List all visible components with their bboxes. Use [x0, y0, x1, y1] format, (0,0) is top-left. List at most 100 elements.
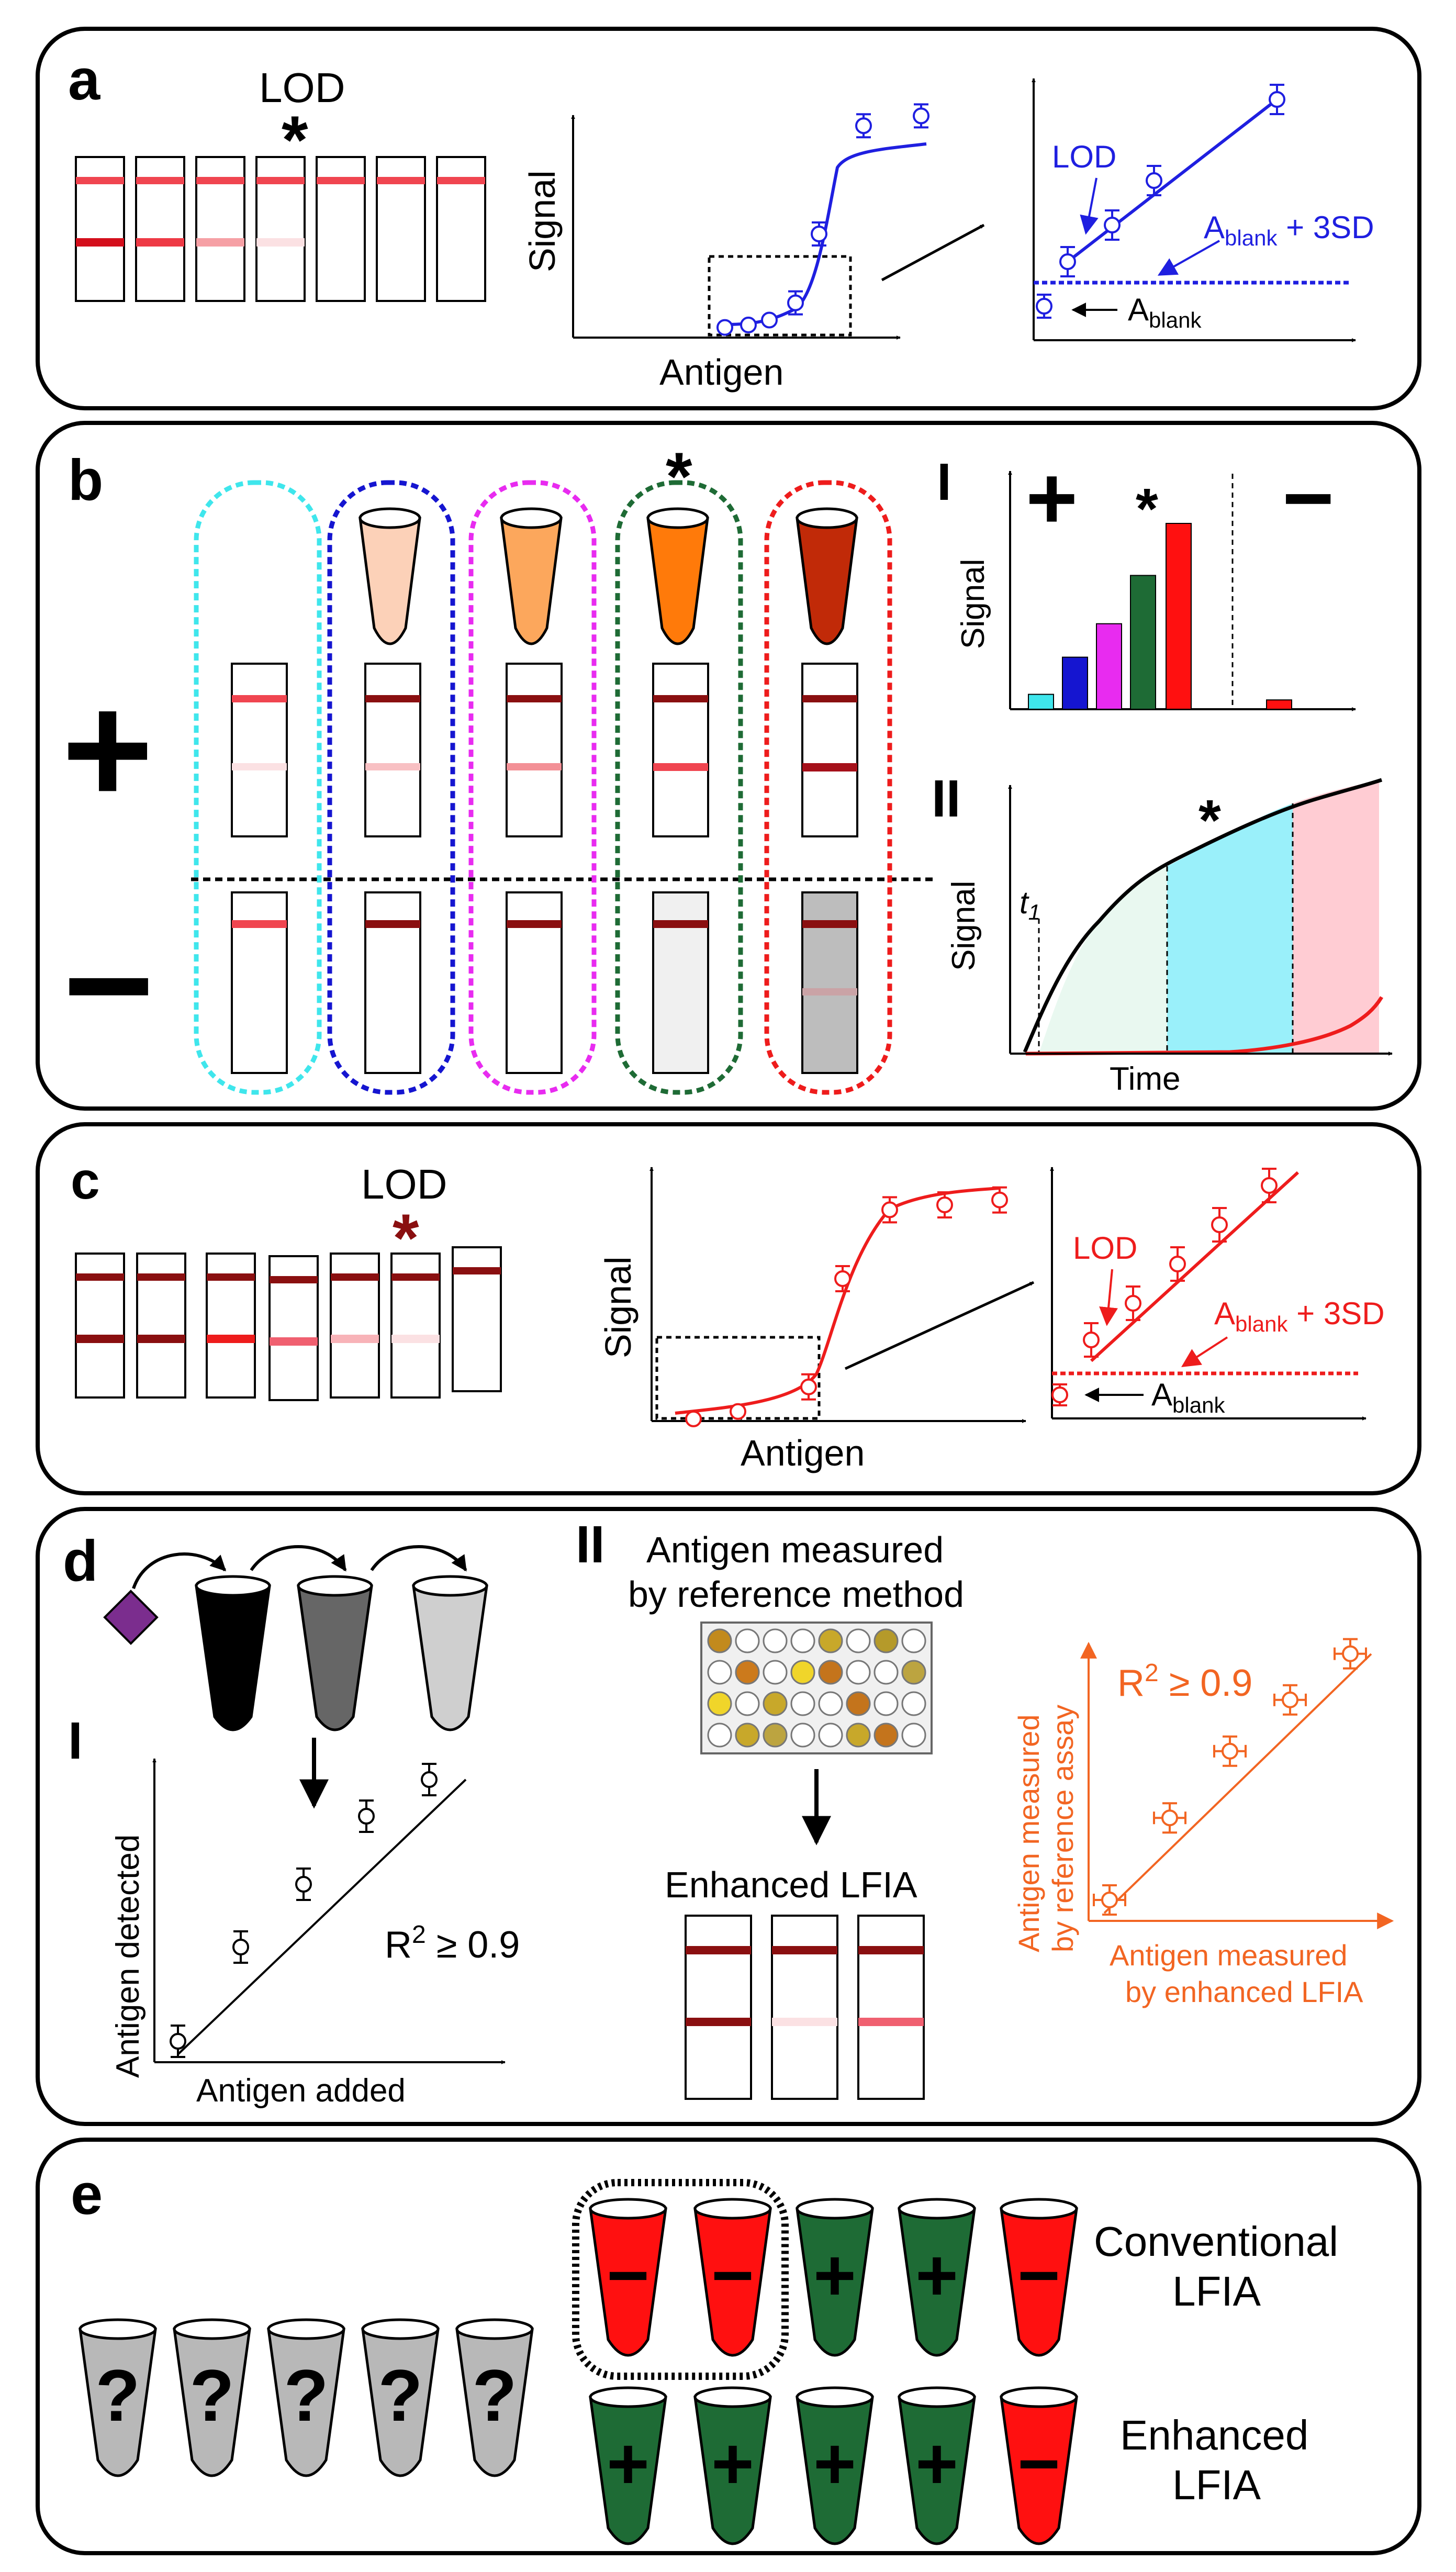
well — [873, 1660, 899, 1685]
sample-tube: ? — [361, 2318, 440, 2477]
sample-tube: + — [796, 2386, 874, 2545]
panel-d-sub-I: I — [68, 1712, 83, 1770]
curve-a-point — [913, 103, 929, 129]
well — [846, 1628, 871, 1653]
panel-b-label: b — [68, 448, 103, 512]
bar-magenta — [1096, 623, 1122, 710]
d-ref-title-2: by reference method — [628, 1574, 964, 1615]
curve-a: Signal Antigen — [522, 103, 985, 393]
strip-c-4 — [268, 1255, 319, 1401]
e-enhanced-2: LFIA — [1172, 2462, 1261, 2508]
tube-symbol: + — [607, 2422, 649, 2504]
curve-a-point — [716, 319, 733, 336]
e-conventional-2: LFIA — [1172, 2268, 1261, 2314]
sample-tube: ? — [79, 2318, 157, 2477]
zoom-a-blank: Ablank — [1128, 292, 1202, 332]
b-subpanel-II: II * Signal Time t1 — [932, 769, 1393, 1097]
sample-tube: + — [693, 2386, 772, 2545]
well — [735, 1660, 760, 1685]
d-II-point — [1273, 1684, 1307, 1716]
well-plate-wells — [707, 1628, 926, 1748]
tube-symbol: + — [915, 2234, 958, 2316]
sample-tube: + — [898, 2198, 976, 2357]
curve-c: Signal Antigen — [598, 1167, 1035, 1473]
sample-tube: + — [589, 2386, 667, 2545]
zoom-c-threshold: Ablank + 3SD — [1214, 1296, 1385, 1336]
panel-e-frame — [36, 2138, 1421, 2555]
curve-c-y-label: Signal — [598, 1256, 639, 1358]
d-reference: Antigen measured by reference method Enh… — [628, 1529, 964, 2100]
well — [846, 1691, 871, 1716]
tube-symbol: + — [915, 2422, 958, 2504]
strip-a-1 — [75, 156, 125, 302]
strip-c-3 — [206, 1253, 256, 1399]
b-column-cyan — [194, 480, 322, 1095]
b-I-asterisk: * — [1136, 477, 1158, 541]
zoom-c-point — [1051, 1383, 1068, 1406]
panel-c-label: c — [71, 1151, 100, 1210]
sample-tube: ? — [267, 2318, 345, 2477]
panel-e: e ???? ?− − + + −+ + + + − Conventional LFIA Enha… — [36, 2138, 1421, 2555]
zoom-a-point — [1269, 84, 1285, 115]
curve-a-points — [716, 103, 929, 336]
curve-c-point — [800, 1373, 817, 1401]
c-lod-label: LOD — [361, 1161, 447, 1207]
strip-a-7 — [436, 156, 486, 302]
well — [873, 1691, 899, 1716]
well — [901, 1723, 926, 1748]
d-II-point — [1334, 1638, 1367, 1670]
antigen-diamond-icon — [103, 1590, 159, 1645]
tube-symbol: − — [607, 2234, 649, 2316]
d-II-x-label-1: Antigen measured — [1110, 1939, 1348, 1972]
well — [707, 1628, 732, 1653]
false-negative-highlight — [572, 2179, 789, 2380]
b-column-red — [764, 480, 892, 1095]
panel-d: d I II Antigen detected Antigen added R2… — [36, 1507, 1421, 2126]
sample-tube: + — [898, 2386, 976, 2545]
curve-a-point — [761, 311, 778, 329]
zoom-c: LOD Ablank + 3SD Ablank — [1050, 1167, 1385, 1421]
d-II-points — [1093, 1638, 1367, 1916]
b-II-t1: t1 — [1020, 885, 1040, 924]
bar-negative-red — [1266, 699, 1292, 710]
strip-c-2 — [136, 1253, 186, 1399]
zoom-a-points — [1036, 84, 1285, 319]
sample-tube: − — [1000, 2386, 1078, 2545]
strip-c-7 — [452, 1246, 502, 1392]
tube-black — [195, 1575, 271, 1731]
zoom-c-point — [1125, 1285, 1141, 1321]
b-I-y-label: Signal — [955, 559, 991, 649]
b-II-x-label: Time — [1110, 1061, 1180, 1097]
panel-a: a LOD * Signal Antigen — [36, 27, 1421, 410]
b-subpanel-I: I + − * Signal — [937, 449, 1356, 711]
tube-symbol: ? — [472, 2354, 517, 2436]
well — [846, 1723, 871, 1748]
well — [901, 1660, 926, 1685]
zoom-a-point — [1146, 165, 1162, 196]
sample-tube: − — [693, 2198, 772, 2357]
zoom-a-threshold: Ablank + 3SD — [1204, 210, 1374, 250]
strip-a-4 — [255, 156, 306, 302]
well — [735, 1628, 760, 1653]
zoom-a: LOD Ablank + 3SD Ablank — [1032, 78, 1374, 342]
curve-a-point — [811, 221, 827, 247]
well — [763, 1628, 788, 1653]
strip-c-6 — [390, 1253, 441, 1399]
d-I-y-label: Antigen detected — [110, 1835, 146, 2078]
well — [707, 1691, 732, 1716]
strip-a-3 — [195, 156, 245, 302]
curve-a-point — [740, 316, 757, 333]
sample-tube: + — [796, 2198, 874, 2357]
zoom-c-point — [1083, 1322, 1100, 1358]
curve-a-x-label: Antigen — [659, 352, 783, 393]
well — [818, 1628, 843, 1653]
lod-label: LOD — [259, 64, 345, 111]
d-enhanced-label: Enhanced LFIA — [665, 1864, 917, 1905]
bar-cyan — [1028, 694, 1054, 710]
d-plot-II: R2 ≥ 0.9 Antigen measured by reference a… — [1012, 1638, 1394, 2008]
well — [735, 1691, 760, 1716]
panel-b: b + − * — [36, 421, 1421, 1111]
b-I-bars — [1028, 523, 1292, 710]
d-I-point — [232, 1930, 249, 1964]
